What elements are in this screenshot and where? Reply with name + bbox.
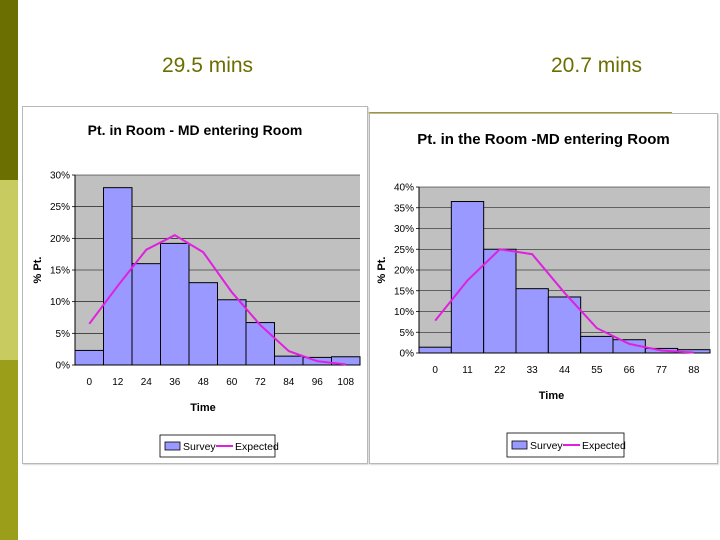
chart-title: Pt. in the Room -MD entering Room	[417, 131, 670, 148]
y-tick-label: 20%	[50, 234, 70, 245]
y-tick-label: 30%	[394, 224, 414, 235]
chart-title: Pt. in Room - MD entering Room	[88, 122, 303, 138]
bar-survey	[74, 349, 104, 366]
y-axis-label: % Pt.	[376, 257, 388, 284]
x-tick-label: 60	[226, 377, 238, 388]
y-tick-label: 10%	[50, 297, 70, 308]
y-tick-label: 15%	[50, 266, 70, 277]
side-bar-mid	[0, 360, 18, 540]
chart-left: Pt. in Room - MD entering Room 0% 5% 10% 15%…	[32, 122, 361, 458]
y-tick-label: 25%	[394, 245, 414, 256]
x-axis-label: Time	[190, 402, 215, 414]
x-tick-label: 48	[198, 377, 210, 388]
y-tick-label: 40%	[394, 183, 414, 194]
right-heading: 20.7 mins	[551, 54, 643, 77]
y-tick-label: 35%	[394, 203, 414, 214]
bar-survey	[103, 187, 133, 366]
x-tick-label: 11	[462, 365, 473, 376]
bar-survey	[245, 322, 275, 366]
x-tick-label: 36	[169, 377, 181, 388]
legend-label-expected: Expected	[582, 440, 626, 452]
bar-survey	[418, 346, 452, 354]
y-tick-label: 30%	[50, 171, 70, 182]
x-axis-label: Time	[539, 390, 564, 402]
y-tick-label: 5%	[400, 328, 415, 339]
x-tick-label: 84	[283, 377, 295, 388]
bar-survey	[131, 263, 161, 366]
bar-survey	[217, 299, 247, 366]
x-tick-label: 96	[312, 377, 324, 388]
x-tick-label: 108	[337, 377, 354, 388]
x-tick-label: 12	[112, 377, 124, 388]
line-expected	[88, 234, 346, 366]
y-tick-label: 10%	[394, 307, 414, 318]
x-tick-label: 88	[688, 365, 700, 376]
x-tick-label: 55	[591, 365, 603, 376]
bar-survey	[450, 201, 485, 354]
x-tick-label: 0	[432, 365, 438, 376]
x-tick-label: 66	[624, 365, 636, 376]
y-tick-label: 25%	[50, 202, 70, 213]
y-tick-label: 20%	[394, 266, 414, 277]
side-bar-dark	[0, 0, 18, 180]
x-tick-label: 72	[255, 377, 267, 388]
chart-right: Pt. in the Room -MD entering Room 0% 5% 10%…	[376, 131, 711, 458]
bar-survey	[274, 355, 304, 366]
left-heading: 29.5 mins	[162, 54, 254, 77]
chart-panel-left: Pt. in Room - MD entering Room 0% 5% 10% 15%…	[22, 106, 368, 464]
legend-label-expected: Expected	[235, 441, 279, 453]
y-axis-label: % Pt.	[32, 257, 44, 284]
legend-swatch-survey	[511, 440, 528, 450]
legend-label-survey: Survey	[530, 440, 563, 452]
y-tick-label: 0%	[56, 361, 71, 372]
x-tick-label: 44	[559, 365, 571, 376]
x-tick-label: 77	[656, 365, 668, 376]
bar-survey	[547, 296, 582, 354]
bar-survey	[483, 248, 517, 354]
legend-label-survey: Survey	[183, 441, 216, 453]
y-tick-label: 0%	[400, 349, 415, 360]
legend-swatch-survey	[164, 441, 181, 451]
bar-survey	[160, 242, 190, 366]
bar-survey	[580, 335, 614, 354]
x-tick-label: 33	[527, 365, 539, 376]
chart-panel-right: Pt. in the Room -MD entering Room 0% 5% 10%…	[369, 113, 718, 464]
x-tick-label: 24	[141, 377, 153, 388]
bar-survey	[515, 288, 549, 354]
y-tick-label: 5%	[56, 329, 71, 340]
y-tick-label: 15%	[394, 286, 414, 297]
line-expected	[434, 248, 694, 354]
x-tick-label: 0	[86, 377, 92, 388]
x-tick-label: 22	[494, 365, 506, 376]
bar-survey	[188, 282, 218, 366]
side-bar-light	[0, 180, 18, 360]
